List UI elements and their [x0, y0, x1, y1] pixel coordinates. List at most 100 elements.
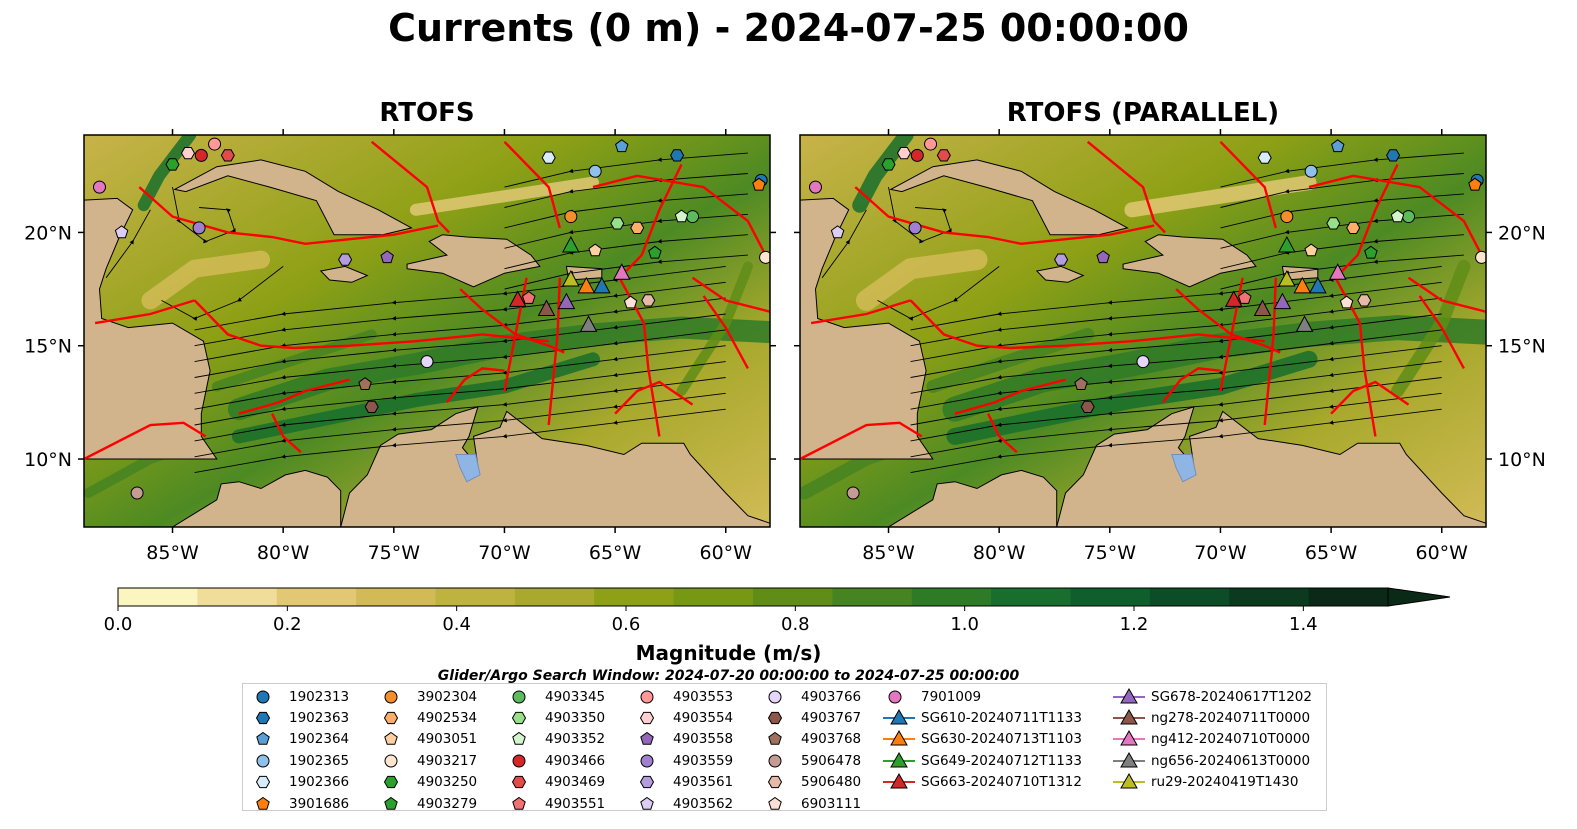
argo-float-marker — [1364, 245, 1378, 259]
streamline — [910, 265, 1442, 331]
eez-boundary-line — [1341, 163, 1399, 272]
glider-marker — [612, 263, 631, 280]
legend-item: 3902304 — [379, 686, 477, 707]
eez-boundary-line — [614, 380, 694, 415]
legend-float-icon — [511, 776, 527, 789]
eez-boundary-line — [691, 276, 770, 313]
colorbar-segment — [991, 588, 1071, 606]
argo-float-marker — [670, 149, 685, 162]
eez-boundary-line — [854, 186, 1155, 246]
legend-item: 4903350 — [507, 707, 605, 728]
legend-float-icon — [383, 711, 399, 725]
legend-item: SG678-20240617T1202 — [1113, 686, 1312, 707]
legend-label: 4903217 — [417, 752, 478, 769]
colorbar-tick-label: 1.4 — [1289, 614, 1318, 635]
lat-tick-label: 15°N — [1498, 336, 1546, 358]
legend-float-icon — [512, 690, 526, 704]
argo-float-marker — [192, 221, 206, 235]
glider-marker — [557, 292, 576, 310]
lat-tick-label: 10°N — [1498, 449, 1546, 471]
eez-boundaries — [800, 140, 1486, 461]
glider-marker — [1293, 276, 1312, 294]
argo-float-marker — [364, 400, 379, 413]
eez-boundary-line — [1418, 295, 1465, 369]
legend-item: 5906478 — [763, 750, 861, 771]
legend-label: 4903250 — [417, 774, 478, 791]
streamline — [877, 266, 1000, 321]
colorbar-segment — [911, 588, 992, 606]
glider-marker — [1278, 235, 1296, 253]
legend-glider-icon — [1113, 773, 1145, 789]
colorbar-extend-arrow — [1387, 587, 1451, 607]
colorbar-segment — [753, 588, 833, 606]
legend-column: 7901009 SG610-20240711T1133 SG630-20240713… — [883, 686, 1082, 793]
lat-tick-label: 20°N — [1498, 222, 1546, 244]
glider-marker — [1273, 292, 1292, 310]
legend-label: 4903559 — [673, 752, 734, 769]
streamline — [1220, 234, 1464, 270]
streamline — [504, 173, 748, 208]
argo-float-marker — [615, 139, 629, 153]
argo-float-marker — [420, 355, 434, 369]
eez-boundary-line — [94, 299, 195, 325]
legend-float-icon — [256, 690, 270, 704]
eez-boundary-line — [1219, 140, 1277, 229]
legend-item: SG610-20240711T1133 — [883, 707, 1082, 728]
land-polygon — [889, 159, 1129, 236]
legend-float-icon — [768, 796, 782, 810]
argo-float-marker — [130, 486, 144, 500]
eez-boundary-line — [592, 174, 767, 256]
land-polygon — [800, 197, 934, 460]
argo-float-marker — [522, 290, 536, 304]
legend-item: 4903562 — [635, 793, 733, 814]
legend-label: SG649-20240712T1133 — [921, 752, 1082, 769]
argo-float-marker — [588, 243, 602, 257]
eez-boundary-line — [1263, 277, 1277, 426]
legend-float-icon — [640, 690, 654, 704]
lon-tick-label: 65°W — [589, 542, 642, 564]
argo-float-marker — [1096, 250, 1110, 264]
colorbar-tick-label: 0.4 — [442, 614, 471, 635]
legend-item: 4903466 — [507, 750, 605, 771]
legend-item: 1902363 — [251, 707, 349, 728]
legend-label: 1902364 — [289, 731, 350, 748]
legend-float-icon — [384, 754, 398, 768]
argo-float-marker — [641, 294, 656, 307]
argo-float-marker — [908, 221, 922, 235]
eez-boundary-line — [800, 421, 923, 461]
glider-marker — [537, 299, 556, 316]
map-panel-rtofs[interactable]: 85°W 80°W 75°W 70°W 65°W 60°W 20°N 15°N 10°N — [24, 129, 781, 564]
streamlines — [821, 152, 1464, 474]
argo-float-marker — [1136, 355, 1150, 369]
eez-boundary-line — [1407, 276, 1486, 313]
land-polygon — [84, 197, 218, 460]
glider-marker — [1295, 315, 1314, 332]
legend-label: 4903352 — [545, 731, 606, 748]
argo-float-marker — [588, 164, 602, 178]
streamline — [105, 209, 151, 279]
lon-tick-label: 80°W — [973, 542, 1026, 564]
eez-boundary-line — [702, 295, 749, 369]
colorbar-segment — [1229, 588, 1310, 606]
legend-label: 4903345 — [545, 688, 606, 705]
argo-float-marker — [674, 209, 689, 223]
legend-item: ng656-20240613T0000 — [1113, 750, 1312, 771]
argo-float-marker — [208, 137, 222, 151]
legend-label: 4903551 — [545, 795, 606, 812]
legend-float-icon — [512, 754, 526, 768]
argo-float-marker — [896, 147, 912, 160]
legend-label: 7901009 — [921, 688, 982, 705]
argo-float-marker — [358, 377, 372, 390]
eez-boundary-line — [954, 378, 1066, 415]
streamline — [504, 193, 748, 229]
legend-label: 1902363 — [289, 710, 350, 727]
streamline — [504, 234, 748, 270]
argo-float-marker — [194, 148, 208, 162]
legend-item: 4903279 — [379, 793, 477, 814]
legend-float-icon — [255, 776, 271, 789]
map-panel-rtofs-parallel[interactable]: 85°W 80°W 75°W 70°W 65°W 60°W 20°N 15°N 10°N — [789, 129, 1546, 564]
argo-float-marker — [610, 217, 625, 230]
legend-item: 4903469 — [507, 772, 605, 793]
eez-boundary-line — [547, 277, 561, 426]
legend-label: 4903767 — [801, 710, 862, 727]
